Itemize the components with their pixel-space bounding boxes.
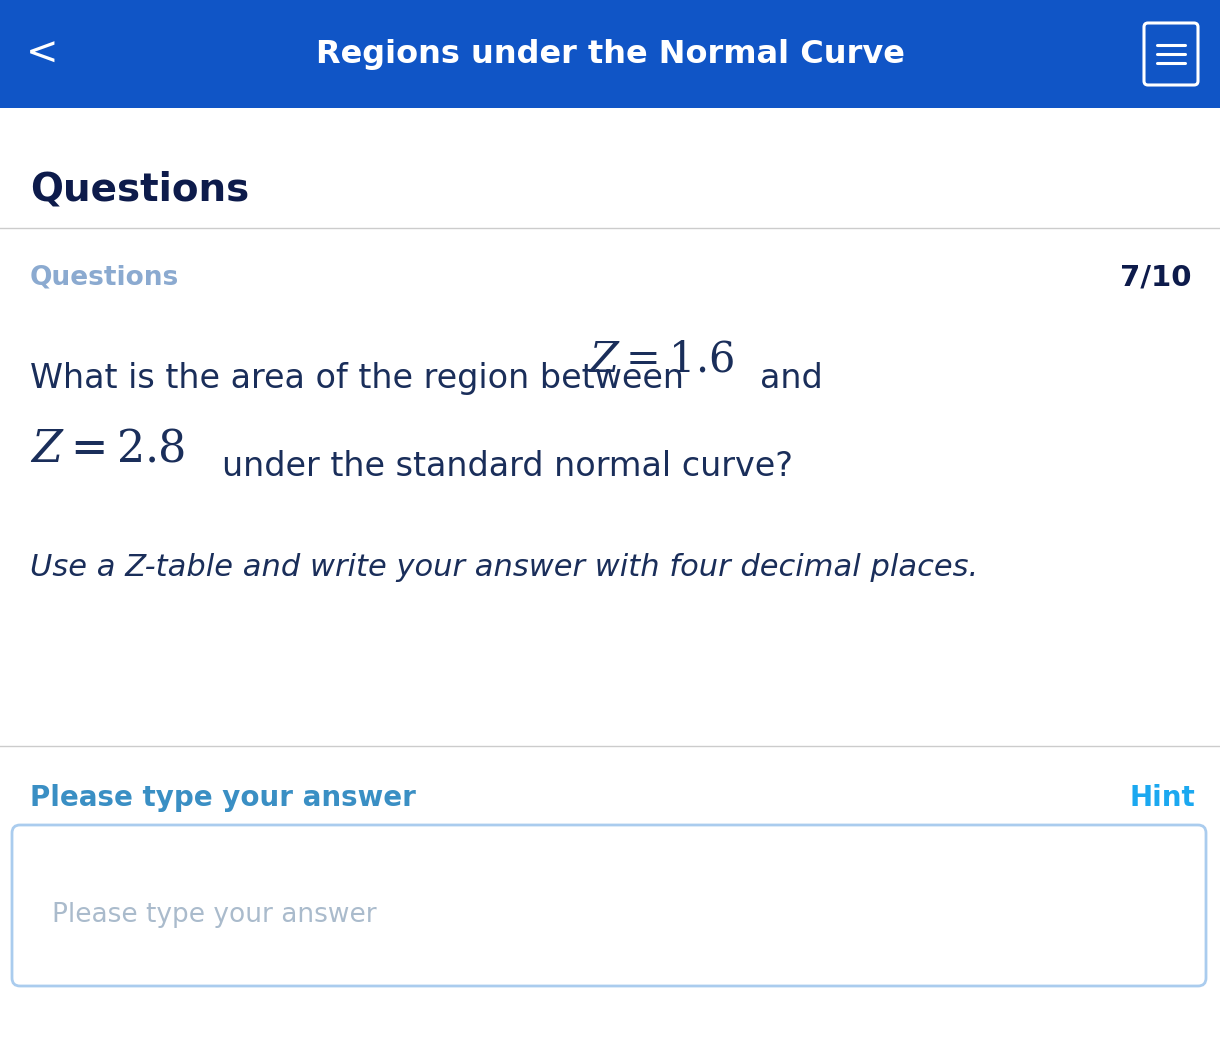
Text: Regions under the Normal Curve: Regions under the Normal Curve bbox=[316, 39, 904, 69]
Text: Please type your answer: Please type your answer bbox=[52, 903, 377, 929]
Text: $\mathit{Z}=1.6$: $\mathit{Z}=1.6$ bbox=[588, 339, 734, 381]
FancyBboxPatch shape bbox=[0, 0, 1220, 108]
Text: What is the area of the region between: What is the area of the region between bbox=[30, 362, 694, 395]
Text: <: < bbox=[26, 35, 59, 73]
Text: Please type your answer: Please type your answer bbox=[30, 784, 416, 812]
Text: under the standard normal curve?: under the standard normal curve? bbox=[222, 450, 793, 483]
Text: Questions: Questions bbox=[30, 265, 179, 291]
FancyBboxPatch shape bbox=[12, 825, 1207, 986]
Text: Hint: Hint bbox=[1130, 784, 1196, 812]
Text: and: and bbox=[760, 362, 822, 395]
Text: $\mathit{Z}=2.8$: $\mathit{Z}=2.8$ bbox=[30, 428, 184, 471]
Text: Questions: Questions bbox=[30, 171, 249, 209]
Text: 7/10: 7/10 bbox=[1120, 264, 1192, 292]
Text: Use a Z-table and write your answer with four decimal places.: Use a Z-table and write your answer with… bbox=[30, 553, 978, 582]
